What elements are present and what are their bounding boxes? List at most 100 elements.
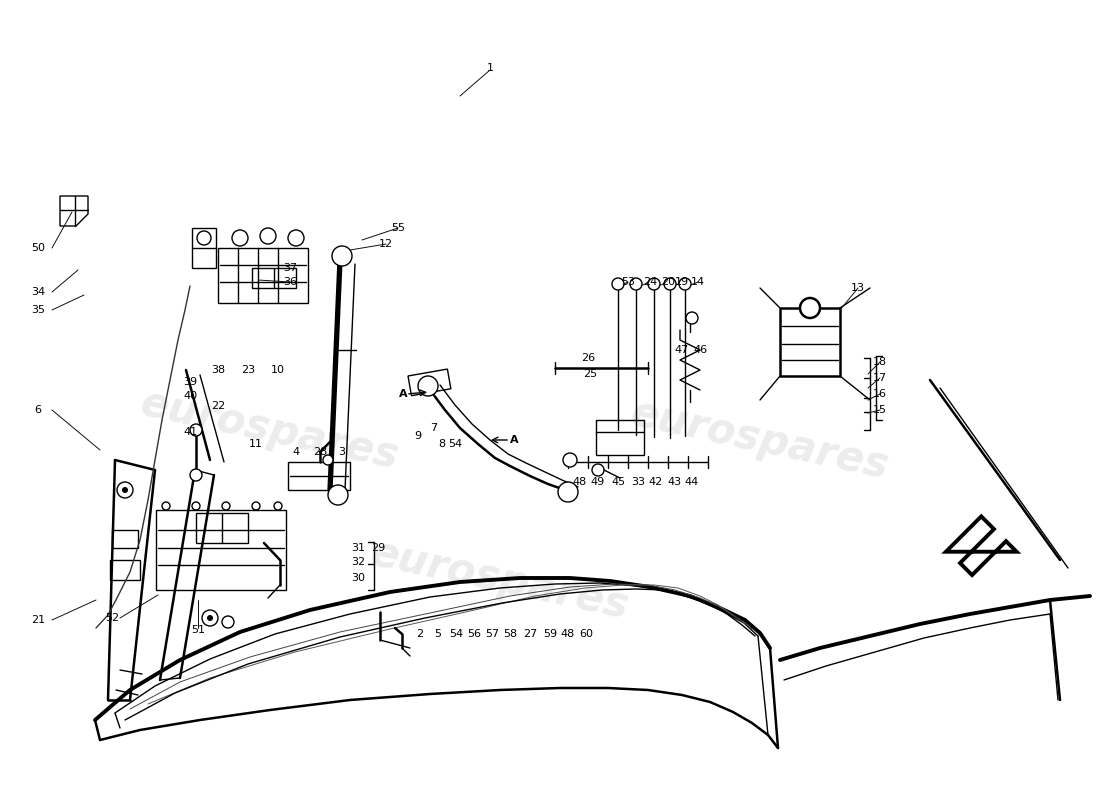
Circle shape: [323, 455, 333, 465]
Text: 55: 55: [390, 223, 405, 233]
Text: 56: 56: [468, 629, 481, 639]
Text: 36: 36: [283, 277, 297, 287]
Circle shape: [648, 278, 660, 290]
Text: 49: 49: [591, 477, 605, 487]
Text: 50: 50: [31, 243, 45, 253]
Circle shape: [162, 502, 170, 510]
Text: 46: 46: [693, 345, 707, 355]
Text: 3: 3: [339, 447, 345, 457]
Text: 31: 31: [351, 543, 365, 553]
Bar: [156, 510, 286, 590]
Text: 34: 34: [31, 287, 45, 297]
Text: 16: 16: [873, 389, 887, 399]
Circle shape: [117, 482, 133, 498]
Text: 18: 18: [873, 357, 887, 367]
Text: 6: 6: [34, 405, 42, 415]
Bar: [408, 369, 451, 396]
Text: 1: 1: [486, 63, 494, 73]
Bar: [218, 248, 308, 303]
Text: 57: 57: [485, 629, 499, 639]
Text: 37: 37: [283, 263, 297, 273]
Circle shape: [418, 376, 438, 396]
Text: 15: 15: [873, 405, 887, 415]
Circle shape: [232, 230, 248, 246]
Text: 5: 5: [434, 629, 441, 639]
Text: 45: 45: [610, 477, 625, 487]
Text: 60: 60: [579, 629, 593, 639]
Text: 22: 22: [211, 401, 226, 411]
Text: 11: 11: [249, 439, 263, 449]
Text: 30: 30: [351, 573, 365, 583]
Circle shape: [207, 615, 213, 621]
Text: 51: 51: [191, 625, 205, 635]
Text: eurospares: eurospares: [367, 532, 634, 628]
Text: 19: 19: [675, 277, 689, 287]
Circle shape: [288, 230, 304, 246]
Text: 54: 54: [449, 629, 463, 639]
Circle shape: [612, 278, 624, 290]
Text: 58: 58: [503, 629, 517, 639]
Circle shape: [190, 424, 202, 436]
Bar: [288, 462, 350, 490]
Text: 25: 25: [583, 369, 597, 379]
Text: 2: 2: [417, 629, 424, 639]
Text: 23: 23: [241, 365, 255, 375]
Text: 47: 47: [675, 345, 689, 355]
Circle shape: [222, 502, 230, 510]
Text: 28: 28: [312, 447, 327, 457]
Circle shape: [122, 487, 128, 493]
Text: 41: 41: [183, 427, 197, 437]
Text: A: A: [398, 389, 407, 399]
Circle shape: [274, 502, 282, 510]
Text: 26: 26: [581, 353, 595, 363]
Bar: [110, 560, 140, 580]
Text: 54: 54: [448, 439, 462, 449]
Text: eurospares: eurospares: [136, 382, 403, 478]
Text: 33: 33: [631, 477, 645, 487]
Text: 12: 12: [378, 239, 393, 249]
Circle shape: [630, 278, 642, 290]
Text: 53: 53: [621, 277, 635, 287]
Circle shape: [197, 231, 211, 245]
Bar: [780, 308, 840, 376]
Bar: [192, 228, 216, 268]
Text: 48: 48: [561, 629, 575, 639]
Text: 59: 59: [543, 629, 557, 639]
Text: 38: 38: [211, 365, 226, 375]
Text: 17: 17: [873, 373, 887, 383]
Bar: [112, 530, 138, 548]
Circle shape: [800, 298, 820, 318]
Circle shape: [252, 502, 260, 510]
Circle shape: [332, 246, 352, 266]
Text: 52: 52: [104, 613, 119, 623]
Text: 20: 20: [661, 277, 675, 287]
Text: 14: 14: [691, 277, 705, 287]
Text: 7: 7: [430, 423, 438, 433]
Circle shape: [558, 482, 578, 502]
Text: 35: 35: [31, 305, 45, 315]
Text: 48: 48: [573, 477, 587, 487]
Circle shape: [664, 278, 676, 290]
Text: 4: 4: [293, 447, 299, 457]
Text: 32: 32: [351, 557, 365, 567]
Circle shape: [679, 278, 691, 290]
Text: 40: 40: [183, 391, 197, 401]
Text: 8: 8: [439, 439, 446, 449]
Circle shape: [328, 485, 348, 505]
Text: 27: 27: [522, 629, 537, 639]
Text: 24: 24: [642, 277, 657, 287]
Text: A: A: [509, 435, 518, 445]
Text: 29: 29: [371, 543, 385, 553]
Circle shape: [192, 502, 200, 510]
Text: 42: 42: [649, 477, 663, 487]
Text: 44: 44: [685, 477, 700, 487]
Text: eurospares: eurospares: [627, 392, 893, 488]
Text: 10: 10: [271, 365, 285, 375]
Text: 9: 9: [415, 431, 421, 441]
Circle shape: [563, 453, 578, 467]
Text: 13: 13: [851, 283, 865, 293]
Bar: [196, 513, 248, 543]
Text: 39: 39: [183, 377, 197, 387]
Bar: [252, 268, 296, 288]
Circle shape: [190, 469, 202, 481]
